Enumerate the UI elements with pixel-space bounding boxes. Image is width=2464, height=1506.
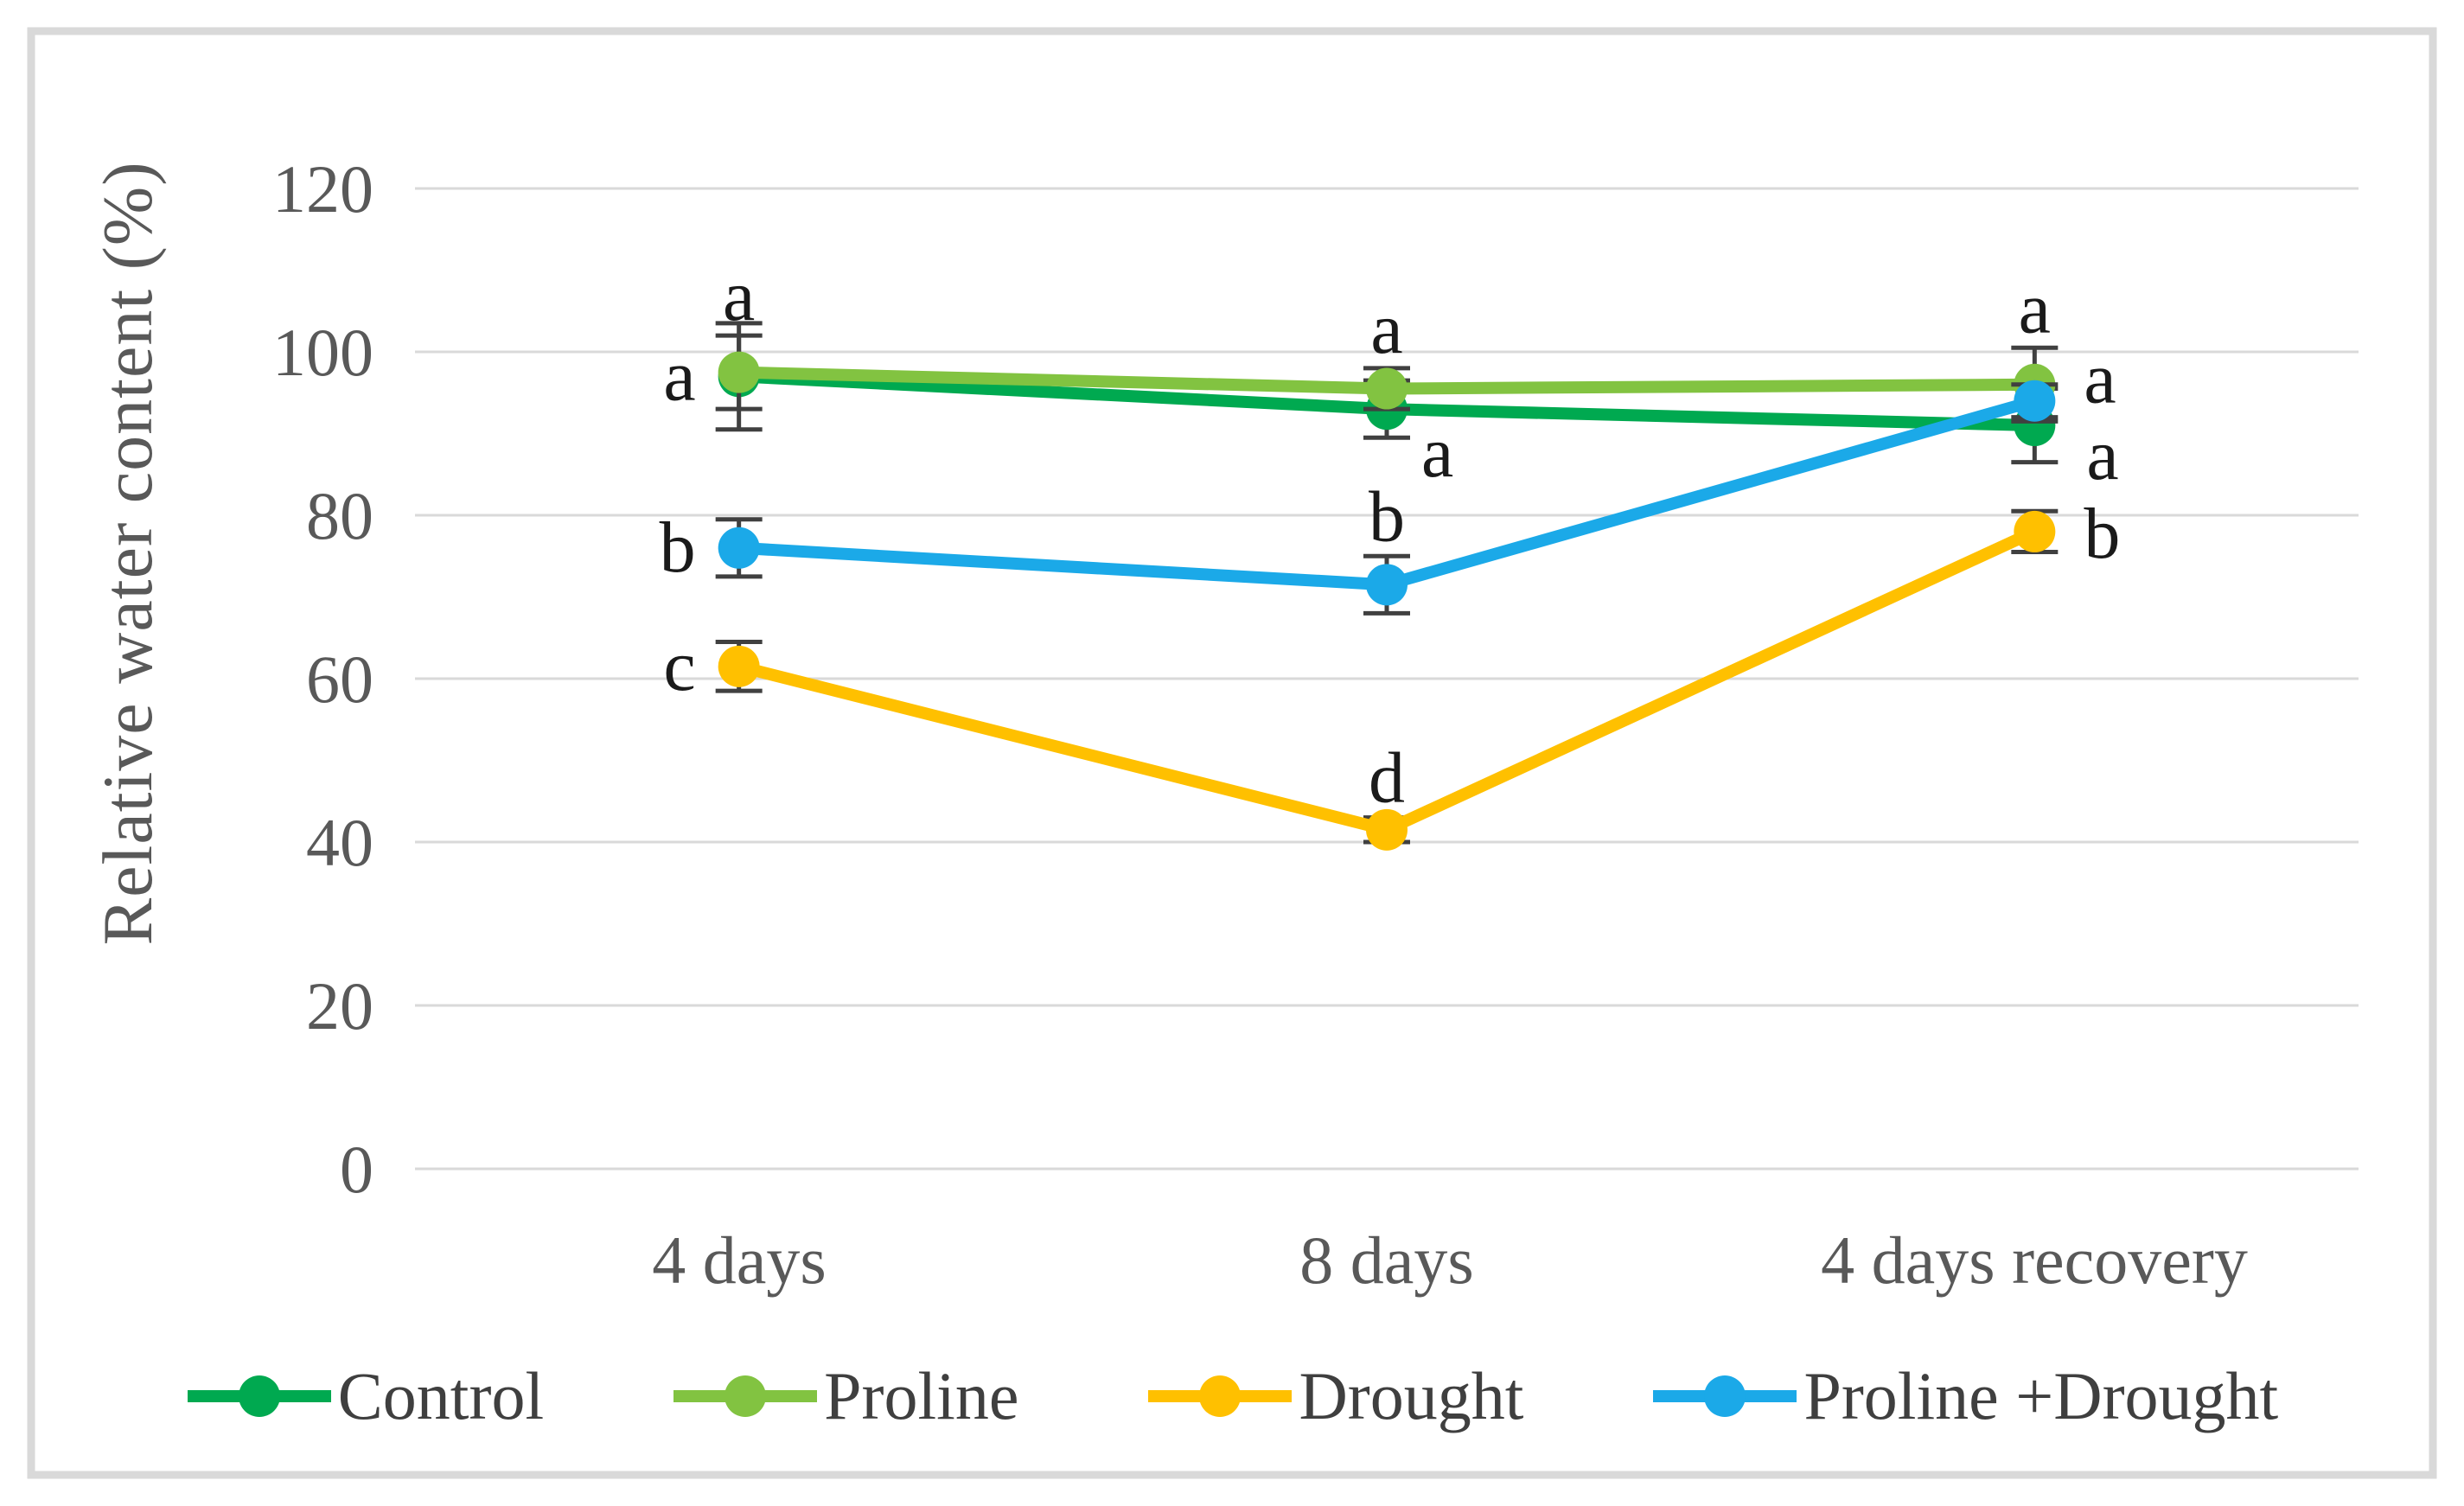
y-tick-label-120: 120 bbox=[272, 151, 373, 227]
series-drought: c d b bbox=[663, 494, 2120, 851]
sig-letter-proline-2: a bbox=[2019, 268, 2051, 348]
legend-label-drought: Drought bbox=[1299, 1358, 1524, 1433]
legend: Control Proline Drought Proline +Drought bbox=[0, 1349, 2464, 1444]
sig-letter-control-1: a bbox=[1421, 412, 1453, 493]
series-drought-point-0 bbox=[718, 645, 760, 687]
y-tick-label-100: 100 bbox=[272, 315, 373, 390]
series-proline-point-1 bbox=[1366, 367, 1408, 410]
sig-letter-drought-0: c bbox=[663, 626, 695, 706]
sig-letter-proline-0: a bbox=[723, 256, 755, 336]
legend-marker-control bbox=[187, 1375, 331, 1417]
figure-border bbox=[27, 27, 2437, 1479]
x-axis-label-4days-recovery: 4 days recovery bbox=[1821, 1222, 2248, 1298]
series-drought-point-1 bbox=[1366, 808, 1408, 851]
sig-letter-control-0: a bbox=[663, 335, 695, 416]
y-tick-label-0: 0 bbox=[340, 1132, 373, 1207]
legend-marker-proline bbox=[673, 1375, 818, 1417]
series-proline-drought-point-1 bbox=[1366, 564, 1408, 606]
sig-letter-drought-2: b bbox=[2084, 494, 2120, 574]
legend-label-control: Control bbox=[337, 1358, 545, 1433]
legend-item-control: Control bbox=[186, 1357, 544, 1435]
legend-label-proline: Proline bbox=[824, 1358, 1019, 1433]
legend-label-proline-drought: Proline +Drought bbox=[1803, 1358, 2279, 1433]
y-axis-title: Relative water content (%) bbox=[88, 161, 167, 946]
sig-letter-proline-drought-1: b bbox=[1369, 476, 1405, 557]
y-tick-label-20: 20 bbox=[306, 968, 373, 1043]
legend-item-proline-drought: Proline +Drought bbox=[1651, 1357, 2278, 1435]
series-proline-drought-point-0 bbox=[718, 526, 760, 569]
y-tick-label-60: 60 bbox=[306, 641, 373, 717]
sig-letter-drought-1: d bbox=[1369, 738, 1405, 819]
series-proline-drought: b ba bbox=[660, 339, 2116, 616]
series-proline-drought-point-2 bbox=[2014, 380, 2056, 422]
sig-letter-proline-1: a bbox=[1370, 289, 1402, 369]
x-axis-label-4days: 4 days bbox=[652, 1222, 827, 1298]
series-drought-point-2 bbox=[2014, 510, 2056, 552]
y-tick-label-80: 80 bbox=[306, 478, 373, 553]
sig-letter-proline-drought-2: a bbox=[2084, 339, 2116, 419]
series-proline-point-0 bbox=[718, 351, 760, 393]
legend-item-drought: Drought bbox=[1146, 1357, 1523, 1435]
legend-marker-proline-drought bbox=[1653, 1375, 1797, 1417]
x-axis-label-8days: 8 days bbox=[1299, 1222, 1474, 1298]
sig-letter-proline-drought-0: b bbox=[660, 507, 696, 588]
y-tick-label-40: 40 bbox=[306, 805, 373, 880]
legend-item-proline: Proline bbox=[672, 1357, 1018, 1435]
legend-marker-drought bbox=[1148, 1375, 1293, 1417]
sig-letter-control-2: a bbox=[2086, 415, 2118, 495]
